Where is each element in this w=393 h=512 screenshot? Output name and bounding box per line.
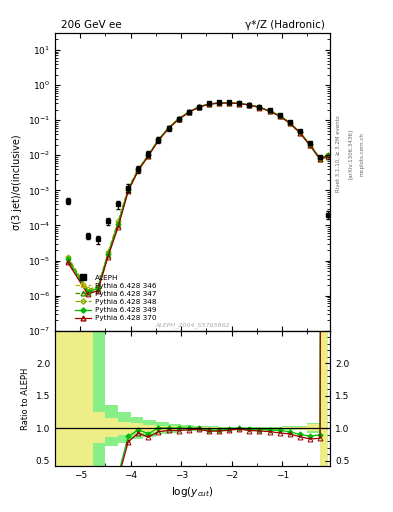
Text: γ*/Z (Hadronic): γ*/Z (Hadronic) xyxy=(245,20,325,30)
Text: mcplots.cern.ch: mcplots.cern.ch xyxy=(360,132,365,176)
Y-axis label: Ratio to ALEPH: Ratio to ALEPH xyxy=(21,367,30,430)
X-axis label: $\log(y_{cut})$: $\log(y_{cut})$ xyxy=(171,485,214,499)
Text: 206 GeV ee: 206 GeV ee xyxy=(61,20,121,30)
Y-axis label: σ(3 jet)/σ(inclusive): σ(3 jet)/σ(inclusive) xyxy=(12,134,22,230)
Text: ALEPH_2004_S5765862: ALEPH_2004_S5765862 xyxy=(155,322,230,328)
Legend: ALEPH, Pythia 6.428 346, Pythia 6.428 347, Pythia 6.428 348, Pythia 6.428 349, P: ALEPH, Pythia 6.428 346, Pythia 6.428 34… xyxy=(72,272,159,324)
Text: Rivet 3.1.10, ≥ 3.2M events: Rivet 3.1.10, ≥ 3.2M events xyxy=(336,115,341,192)
Text: [arXiv:1306.3436]: [arXiv:1306.3436] xyxy=(348,129,353,179)
